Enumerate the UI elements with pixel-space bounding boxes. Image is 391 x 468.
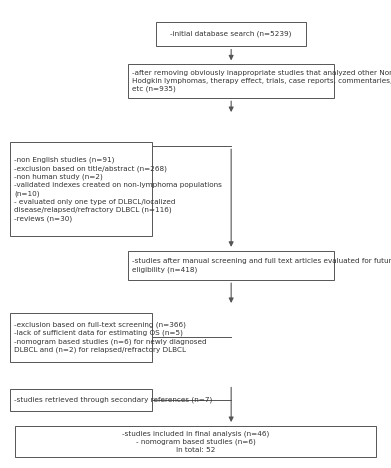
Text: -studies after manual screening and full text articles evaluated for future
elig: -studies after manual screening and full… [133,258,391,273]
Text: -studies included in final analysis (n=46)
- nomogram based studies (n=6)
In tot: -studies included in final analysis (n=4… [122,430,269,453]
Text: -studies retrieved through secondary references (n=7): -studies retrieved through secondary ref… [14,397,212,403]
FancyBboxPatch shape [128,65,334,98]
FancyBboxPatch shape [10,389,152,411]
FancyBboxPatch shape [156,22,306,46]
Text: -initial database search (n=5239): -initial database search (n=5239) [170,31,292,37]
Text: -after removing obviously inappropriate studies that analyzed other Non-
Hodgkin: -after removing obviously inappropriate … [133,70,391,93]
FancyBboxPatch shape [10,142,152,236]
Text: -exclusion based on full-text screening (n=366)
-lack of sufficient data for est: -exclusion based on full-text screening … [14,322,207,353]
Text: -non English studies (n=91)
-exclusion based on title/abstract (n=268)
-non huma: -non English studies (n=91) -exclusion b… [14,157,222,221]
FancyBboxPatch shape [10,313,152,362]
FancyBboxPatch shape [128,251,334,280]
FancyBboxPatch shape [15,426,376,457]
